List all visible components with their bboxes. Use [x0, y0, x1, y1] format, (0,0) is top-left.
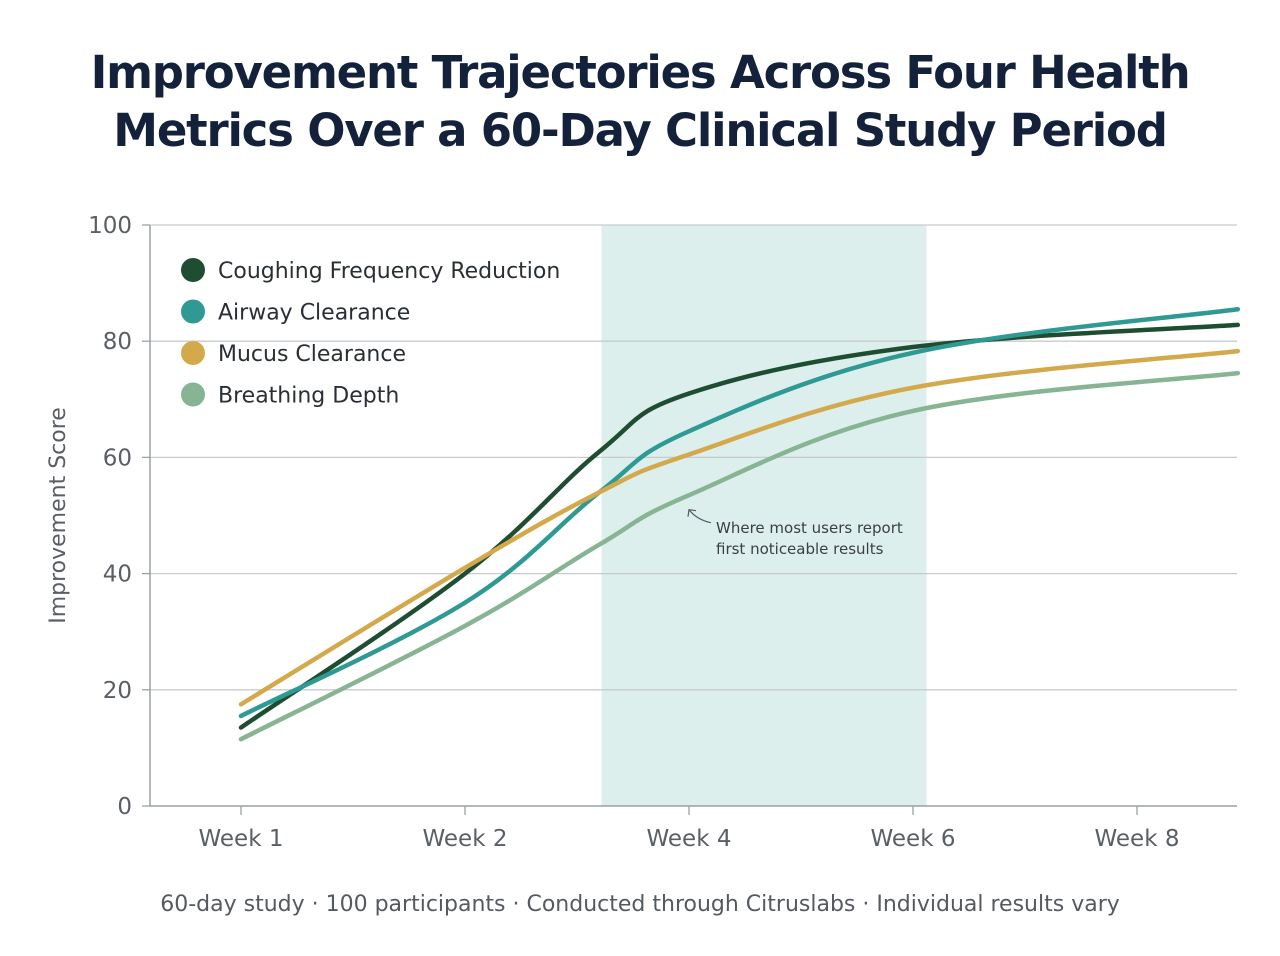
x-tick-label-4: Week 8 [1095, 826, 1180, 852]
chart-title-line-1: Improvement Trajectories Across Four Hea… [90, 46, 1191, 99]
y-axis-label: Improvement Score [46, 407, 71, 624]
annotation-text-line-0: Where most users report [716, 519, 903, 537]
y-tick-label-0: 0 [117, 794, 132, 820]
x-tick-label-2: Week 4 [647, 826, 732, 852]
annotation-arrow [688, 509, 712, 524]
series-line-3 [238, 370, 1241, 742]
legend-marker-0 [181, 258, 205, 282]
y-tick-label-80: 80 [103, 329, 132, 355]
legend-marker-2 [181, 341, 205, 365]
legend-marker-1 [181, 299, 205, 324]
annotation-arrowhead [687, 509, 697, 517]
y-tick-label-20: 20 [103, 678, 132, 704]
legend-label-0: Coughing Frequency Reduction [218, 259, 560, 284]
x-tick-label-3: Week 6 [871, 826, 956, 852]
legend-label-2: Mucus Clearance [218, 342, 406, 367]
chart-title-line-2: Metrics Over a 60-Day Clinical Study Per… [113, 104, 1168, 157]
x-tick-label-1: Week 2 [423, 826, 508, 852]
y-tick-label-100: 100 [88, 213, 132, 239]
legend-label-3: Breathing Depth [218, 384, 399, 409]
legend-label-1: Airway Clearance [218, 301, 410, 326]
highlight-band [601, 225, 927, 806]
annotation-text-line-1: first noticeable results [716, 540, 884, 558]
y-tick-label-40: 40 [103, 562, 132, 588]
footnote: 60-day study · 100 participants · Conduc… [160, 892, 1120, 917]
chart-title: Improvement Trajectories Across Four Hea… [0, 44, 1280, 160]
series-line-1 [238, 306, 1241, 719]
legend-marker-3 [181, 382, 205, 407]
y-tick-label-60: 60 [103, 445, 132, 471]
x-tick-label-0: Week 1 [199, 826, 284, 852]
series-line-2 [238, 348, 1241, 707]
